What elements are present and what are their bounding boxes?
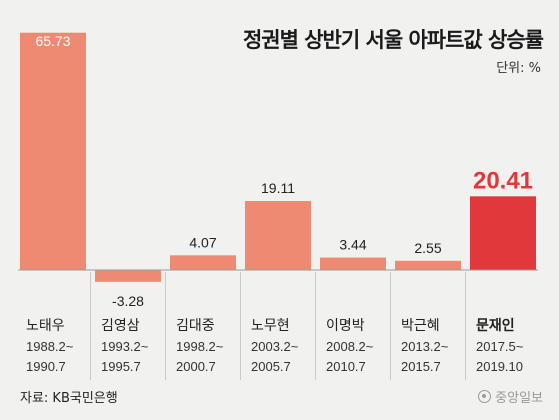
bar-노무현 xyxy=(245,201,311,270)
period-label: 1993.2~ xyxy=(101,339,149,354)
period-label: 1990.7 xyxy=(26,359,66,374)
bar-박근혜 xyxy=(395,260,461,270)
logo-icon xyxy=(478,390,492,403)
value-label: 3.44 xyxy=(339,237,366,253)
bar-김영삼 xyxy=(95,270,161,282)
period-label: 1988.2~ xyxy=(26,339,74,354)
category-label: 김영삼 xyxy=(101,317,140,333)
bar-문재인 xyxy=(470,196,536,270)
value-label: 20.41 xyxy=(473,167,533,194)
period-label: 1995.7 xyxy=(101,359,141,374)
period-label: 1998.2~ xyxy=(176,339,224,354)
value-label: -3.28 xyxy=(112,293,144,309)
period-label: 2005.7 xyxy=(251,359,291,374)
category-label: 이명박 xyxy=(326,317,365,333)
category-label: 김대중 xyxy=(176,317,215,333)
source-note: 자료: KB국민은행 xyxy=(20,391,118,406)
logo-text: 중앙일보 xyxy=(495,391,543,406)
period-label: 2013.2~ xyxy=(401,339,449,354)
category-label: 문재인 xyxy=(476,317,515,333)
period-label: 2008.2~ xyxy=(326,339,374,354)
period-label: 2010.7 xyxy=(326,359,366,374)
value-label: 2.55 xyxy=(414,240,441,256)
bar-이명박 xyxy=(320,257,386,270)
bar-노태우 xyxy=(20,32,86,271)
value-label: 19.11 xyxy=(261,180,295,196)
period-label: 2003.2~ xyxy=(251,339,299,354)
category-label: 노태우 xyxy=(26,317,65,333)
value-label: 4.07 xyxy=(189,234,216,250)
value-label: 65.73 xyxy=(35,33,70,49)
unit-label: 단위: % xyxy=(496,61,541,76)
chart-title: 정권별 상반기 서울 아파트값 상승률 xyxy=(242,28,544,52)
publisher-logo: 중앙일보 xyxy=(478,387,543,406)
category-label: 노무현 xyxy=(251,317,290,333)
period-label: 2019.10 xyxy=(476,359,523,374)
category-label: 박근혜 xyxy=(401,317,440,333)
period-label: 2015.7 xyxy=(401,359,441,374)
period-label: 2017.5~ xyxy=(476,339,524,354)
bar-김대중 xyxy=(170,255,236,270)
period-label: 2000.7 xyxy=(176,359,216,374)
